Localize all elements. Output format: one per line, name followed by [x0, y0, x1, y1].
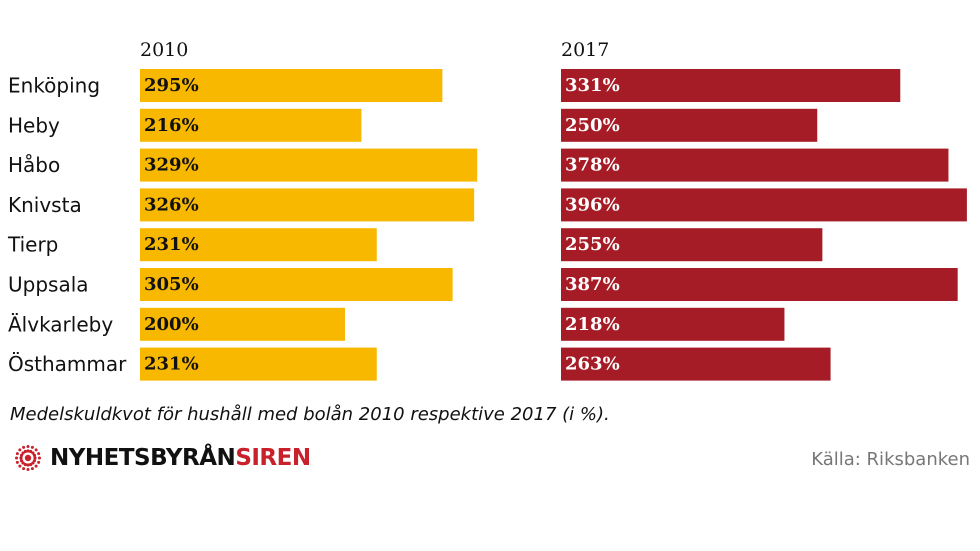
- category-label: Östhammar: [8, 352, 127, 376]
- data-label: 231%: [144, 234, 199, 255]
- siren-burst-icon: [15, 445, 41, 471]
- panel-2017: 2017 331% 250% 378% 396% 255% 387% 218% 263%: [561, 39, 967, 381]
- data-label: 331%: [565, 75, 620, 96]
- logo-main-text: NYHETSBYRÅN: [50, 445, 236, 471]
- category-label: Älvkarleby: [8, 312, 113, 336]
- bar-2010-Håbo: [140, 148, 478, 182]
- panel-2010: 2010 295% 216% 329% 326% 231% 305% 200% 231%: [140, 39, 478, 381]
- data-label: 305%: [144, 274, 199, 295]
- series-label-2010: 2010: [140, 39, 188, 61]
- bar-2017-Heby: [561, 108, 818, 142]
- bar-2017-Håbo: [561, 148, 949, 182]
- category-label: Tierp: [7, 233, 58, 257]
- data-label: 326%: [144, 194, 199, 215]
- bar-2017-Knivsta: [561, 188, 967, 222]
- bar-2017-Uppsala: [561, 268, 958, 301]
- data-label: 396%: [565, 194, 620, 215]
- data-label: 250%: [565, 115, 620, 136]
- category-label: Håbo: [8, 153, 60, 177]
- bar-2017-Enköping: [561, 69, 901, 102]
- data-label: 216%: [144, 115, 199, 136]
- data-label: 263%: [565, 354, 620, 375]
- bar-2017-Älvkarleby: [561, 307, 785, 341]
- data-label: 218%: [565, 314, 620, 335]
- category-label: Knivsta: [8, 193, 82, 217]
- category-label: Uppsala: [8, 273, 89, 297]
- bar-2017-Tierp: [561, 228, 823, 262]
- data-label: 255%: [565, 234, 620, 255]
- data-label: 378%: [565, 155, 620, 176]
- bar-2017-Östhammar: [561, 347, 831, 381]
- category-labels: Enköping Heby Håbo Knivsta Tierp Uppsala Älvka…: [7, 74, 127, 377]
- bar-2010-Knivsta: [140, 188, 475, 222]
- data-label: 329%: [144, 155, 199, 176]
- data-label: 387%: [565, 274, 620, 295]
- bar-2010-Tierp: [140, 228, 377, 262]
- nyhetsbyran-siren-logo: NYHETSBYRÅNSIREN: [12, 443, 311, 473]
- data-label: 231%: [144, 354, 199, 375]
- bar-2010-Älvkarleby: [140, 307, 345, 341]
- chart-caption: Medelskuldkvot för hushåll med bolån 201…: [10, 404, 610, 425]
- bar-2010-Heby: [140, 108, 362, 142]
- source-credit: Källa: Riksbanken: [811, 449, 970, 470]
- series-label-2017: 2017: [561, 39, 609, 61]
- bar-2010-Enköping: [140, 69, 443, 102]
- data-label: 200%: [144, 314, 199, 335]
- data-label: 295%: [144, 75, 199, 96]
- bar-2010-Uppsala: [140, 268, 453, 301]
- bar-chart: Enköping Heby Håbo Knivsta Tierp Uppsala Älvka…: [7, 39, 967, 381]
- logo-accent-text: SIREN: [235, 445, 311, 471]
- category-label: Enköping: [8, 74, 100, 98]
- category-label: Heby: [8, 113, 60, 137]
- bar-2010-Östhammar: [140, 347, 377, 381]
